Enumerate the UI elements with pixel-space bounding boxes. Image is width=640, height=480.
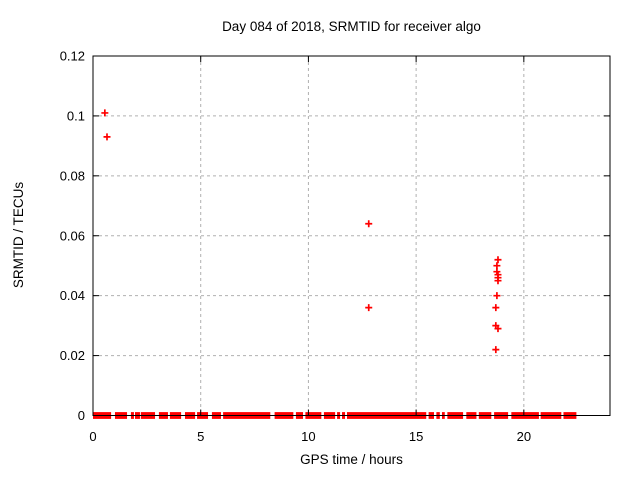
y-tick-label: 0.08 [60,168,85,183]
x-tick-label: 20 [517,429,531,444]
x-tick-label: 15 [409,429,423,444]
data-point-marker [494,325,502,333]
x-tick-label: 0 [89,429,96,444]
chart-title: Day 084 of 2018, SRMTID for receiver alg… [222,19,481,34]
data-point-marker [493,262,501,270]
data-point-marker [103,133,111,141]
y-tick-label: 0.04 [60,288,85,303]
data-point-marker [494,256,502,264]
data-point-marker [492,304,500,312]
data-point-marker [365,220,373,228]
y-tick-label: 0 [78,408,85,423]
data-point-marker [494,277,502,285]
x-tick-label: 10 [301,429,315,444]
y-tick-label: 0.12 [60,49,85,64]
y-tick-label: 0.06 [60,228,85,243]
y-tick-label: 0.02 [60,348,85,363]
data-point-marker [365,304,373,312]
y-tick-label: 0.1 [67,108,85,123]
data-point-marker [101,109,109,117]
x-tick-label: 5 [197,429,204,444]
x-axis-label: GPS time / hours [300,452,403,467]
data-point-marker [493,292,501,300]
data-point-marker [492,346,500,354]
